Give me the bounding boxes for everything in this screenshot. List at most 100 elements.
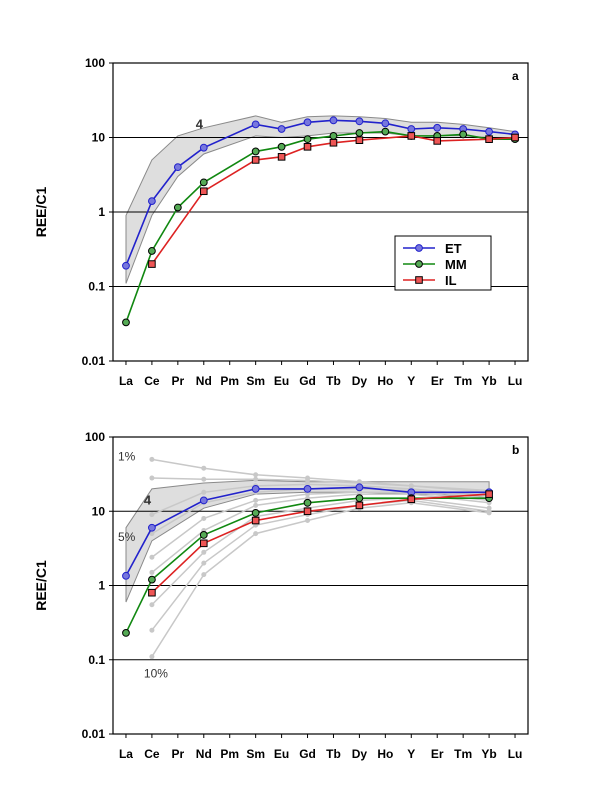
model-point [253,472,259,478]
model-point [253,502,259,508]
data-point [251,156,260,164]
x-tick-label: Tb [326,747,341,761]
model-point [201,549,207,555]
model-point [201,476,207,482]
panel-label: a [512,69,519,83]
model-point [201,560,207,566]
legend-label: ET [445,241,462,256]
data-point [251,147,260,156]
data-point [148,197,156,206]
data-point [277,125,286,133]
y-axis-title: REE/C1 [33,560,49,611]
series-il [148,132,519,268]
data-point [251,516,260,525]
x-tick-label: Ho [377,747,393,761]
x-tick-label: Pm [220,374,239,388]
panel-label: b [512,443,519,457]
x-tick-label: Pm [220,747,239,761]
series-et [122,116,519,270]
model-point [253,476,259,482]
x-tick-label: Gd [299,747,316,761]
x-tick-label: Dy [352,374,368,388]
x-tick-label: Er [431,374,444,388]
data-point [485,127,493,136]
data-point [355,501,364,510]
data-point [355,136,364,144]
data-point [122,261,130,270]
data-point [199,178,208,187]
data-point [407,495,416,504]
x-tick-label: Tb [326,374,341,388]
data-point [251,484,260,493]
model-point [149,531,155,537]
data-point [433,137,442,145]
model-point [201,465,207,471]
x-tick-label: Eu [274,374,289,388]
data-point [199,496,208,505]
data-point [148,523,156,532]
data-point [303,507,312,516]
model-point [201,489,207,495]
data-point [459,130,468,139]
data-point [122,318,130,327]
data-point [303,484,312,493]
series-line [125,497,490,634]
legend-marker [415,276,423,284]
series-il [148,490,493,597]
model-point [149,602,155,608]
data-point [511,133,519,142]
data-point [277,142,286,151]
y-tick-label: 10 [92,504,106,518]
data-point [355,483,364,492]
model-point [149,512,155,518]
band-annotation: 4 [196,116,204,131]
legend-marker [415,260,423,268]
x-tick-label: La [119,747,133,761]
y-tick-label: 0.1 [88,280,105,294]
model-point [305,477,311,483]
data-point [148,247,156,255]
model-point [149,654,155,660]
data-point [303,498,312,507]
y-tick-label: 100 [85,430,105,444]
model-point [201,572,207,578]
x-tick-label: Gd [299,374,316,388]
legend-marker [415,244,423,252]
model-point [201,515,207,521]
model-point [149,554,155,560]
data-point [329,116,338,125]
data-point [303,143,312,151]
y-tick-label: 0.1 [88,653,105,667]
x-tick-label: Nd [196,747,212,761]
x-tick-label: Ce [144,747,160,761]
data-point [173,163,182,172]
data-point [173,203,182,212]
data-point [407,132,416,140]
x-tick-label: Lu [508,374,523,388]
data-point [329,132,338,140]
x-tick-label: Yb [481,374,496,388]
x-tick-label: Pr [172,747,185,761]
data-point [407,125,416,133]
data-point [355,117,364,126]
legend-label: IL [445,273,457,288]
series-line [125,486,490,577]
band-annotation: 1% [118,449,136,463]
data-point [251,120,260,129]
x-tick-label: Dy [352,747,368,761]
data-point [381,119,390,128]
y-tick-label: 0.01 [82,727,106,741]
x-tick-label: Y [407,747,415,761]
x-tick-label: Ho [377,374,393,388]
x-tick-label: Eu [274,747,289,761]
x-tick-label: Nd [196,374,212,388]
x-tick-label: Tm [454,747,472,761]
model-point [149,475,155,481]
data-point [303,135,312,144]
model-point [253,497,259,503]
band-annotation: 10% [144,667,168,681]
model-point [149,456,155,462]
data-point [485,135,493,143]
